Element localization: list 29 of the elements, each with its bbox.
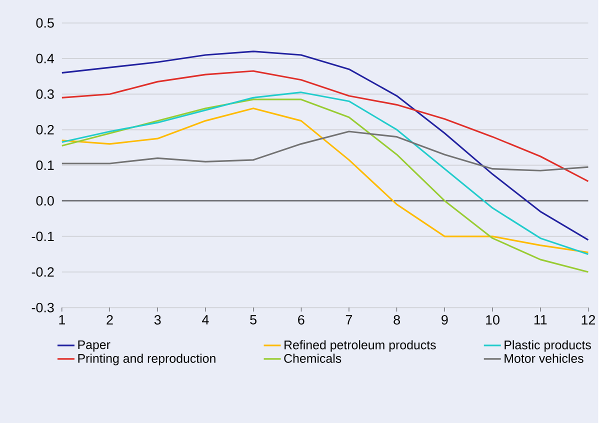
legend-label: Printing and reproduction xyxy=(78,354,216,366)
x-tick-label: 6 xyxy=(298,314,304,324)
y-tick-label: 0.2 xyxy=(36,124,54,134)
legend-label: Motor vehicles xyxy=(504,354,584,363)
legend-label: Plastic products xyxy=(504,340,591,352)
y-tick-label: 0.1 xyxy=(36,160,54,170)
x-tick-label: 7 xyxy=(346,314,352,324)
x-tick-label: 2 xyxy=(106,314,113,324)
x-tick-label: 1 xyxy=(59,314,66,324)
y-tick-label: 0.5 xyxy=(36,18,54,28)
x-tick-label: 9 xyxy=(442,314,448,324)
y-tick-label: -0.1 xyxy=(32,231,54,241)
line-series xyxy=(61,70,590,182)
x-tick-label: 4 xyxy=(202,314,209,324)
legend-label: Chemicals xyxy=(284,354,342,363)
legend-label: Refined petroleum products xyxy=(284,340,436,352)
y-tick-label: 0.0 xyxy=(36,196,54,206)
y-tick-label: 0.4 xyxy=(36,54,54,64)
x-tick-label: 8 xyxy=(394,314,400,324)
x-tick-label: 12 xyxy=(582,314,596,324)
x-tick-label: 10 xyxy=(486,314,500,324)
line-series xyxy=(61,130,590,172)
y-tick-label: -0.3 xyxy=(32,302,54,312)
x-tick-label: 11 xyxy=(534,314,547,324)
legend-label: Paper xyxy=(78,340,110,352)
y-tick-label: 0.3 xyxy=(36,89,54,99)
x-tick-label: 3 xyxy=(154,314,161,324)
x-tick-label: 5 xyxy=(250,314,256,324)
y-tick-label: -0.2 xyxy=(32,267,54,277)
